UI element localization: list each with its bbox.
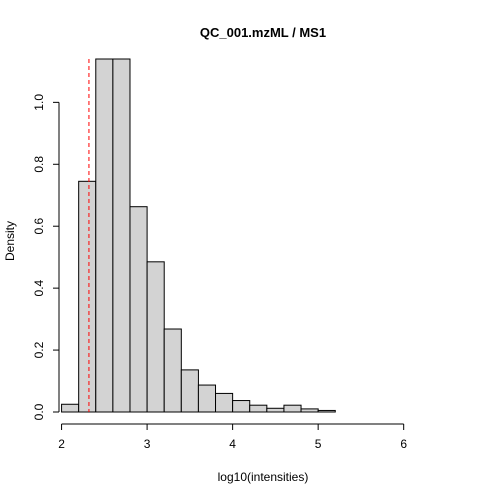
- histogram-bar-10: [232, 400, 251, 413]
- x-tick-label-0: 2: [58, 437, 65, 451]
- histogram-bar-9: [215, 392, 234, 413]
- x-axis-label: log10(intensities): [218, 470, 309, 484]
- y-tick-label-0: 0.0: [32, 403, 46, 420]
- x-tick-label-2: 4: [229, 437, 236, 451]
- y-tick-label-1: 0.2: [32, 341, 46, 358]
- x-tick-label-4: 6: [400, 437, 407, 451]
- y-tick-label-5: 1.0: [32, 94, 46, 111]
- histogram-bar-14: [300, 408, 319, 413]
- histogram-bar-7: [180, 369, 199, 413]
- histogram-bars: [61, 58, 336, 413]
- y-tick-label-3: 0.6: [32, 218, 46, 235]
- histogram-bar-2: [95, 58, 114, 413]
- y-axis: 0.0 0.2 0.4 0.6 0.8 1.0: [32, 94, 60, 420]
- x-tick-label-1: 3: [144, 437, 151, 451]
- histogram-bar-0: [61, 403, 80, 413]
- histogram-bar-15: [317, 409, 336, 413]
- histogram-bar-13: [283, 404, 302, 413]
- y-tick-label-2: 0.4: [32, 279, 46, 296]
- chart-title: QC_001.mzML / MS1: [200, 25, 326, 40]
- x-axis: 2 3 4 5 6: [58, 423, 407, 451]
- histogram-bar-8: [197, 384, 217, 413]
- y-tick-label-4: 0.8: [32, 156, 46, 173]
- y-axis-label: Density: [3, 221, 17, 261]
- histogram-bar-5: [146, 261, 165, 413]
- histogram-bar-1: [78, 180, 97, 413]
- x-tick-label-3: 5: [315, 437, 322, 451]
- histogram-bar-4: [129, 206, 148, 413]
- histogram-bar-11: [249, 404, 268, 413]
- histogram-bar-12: [266, 407, 285, 413]
- histogram-bar-3: [112, 58, 131, 413]
- histogram-bar-6: [163, 328, 182, 413]
